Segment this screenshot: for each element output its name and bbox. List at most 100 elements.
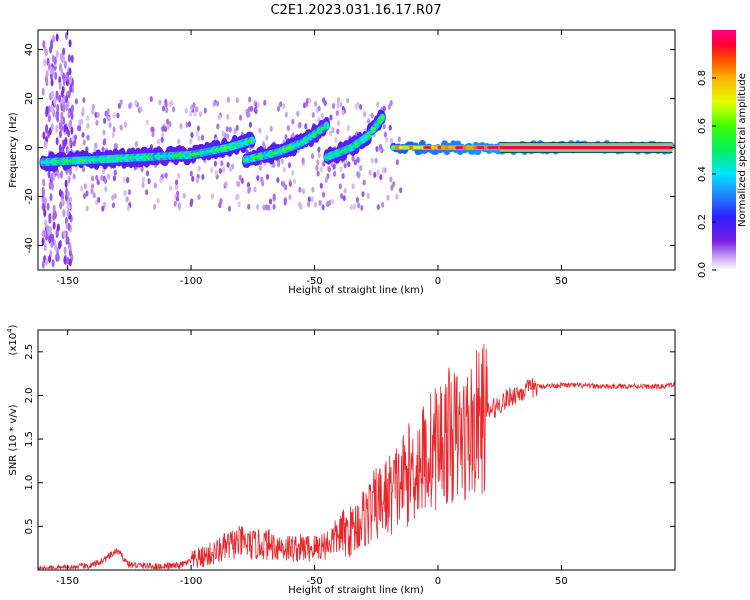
heatmap-cell xyxy=(63,246,67,255)
heatmap-cell xyxy=(101,146,105,153)
heatmap-cell xyxy=(312,132,317,136)
snr-x-tick-label: -100 xyxy=(180,576,203,587)
colorbar-label: Normalized spectral amplitude xyxy=(737,73,748,227)
heatmap-cell xyxy=(113,193,117,200)
heatmap-cell xyxy=(362,179,366,186)
heatmap-cell xyxy=(177,202,181,209)
snr-panel: -150 -100 -50 0 50 0.5 1.0 1.5 2.0 2.5 Height of… xyxy=(6,324,676,596)
heatmap-cell xyxy=(376,204,380,211)
heatmap-cell xyxy=(65,103,69,112)
heatmap-cell xyxy=(282,181,286,188)
heatmap-cell xyxy=(200,134,205,141)
heatmap-cell xyxy=(42,178,46,187)
heatmap-cell xyxy=(379,174,383,181)
heatmap-cell xyxy=(69,84,73,93)
heatmap-cell xyxy=(235,97,239,104)
heatmap-cell xyxy=(113,169,117,176)
heatmap-cell xyxy=(233,128,237,135)
spectrogram-y-tick-label: 40 xyxy=(24,43,35,56)
heatmap-cell xyxy=(448,145,453,150)
heatmap-cell xyxy=(45,70,49,79)
heatmap-cell xyxy=(226,113,230,120)
heatmap-cell xyxy=(191,175,195,182)
heatmap-cell xyxy=(219,198,223,205)
snr-x-tick-label: -150 xyxy=(56,576,79,587)
heatmap-cell xyxy=(112,126,116,133)
heatmap-cell xyxy=(351,155,355,162)
heatmap-cell xyxy=(55,137,59,146)
heatmap-cell xyxy=(441,145,446,150)
heatmap-cell xyxy=(395,193,399,200)
snr-y-tick-label: 2.5 xyxy=(24,344,35,360)
heatmap-cell xyxy=(192,102,196,109)
snr-x-ticks: -150 -100 -50 0 50 xyxy=(56,330,568,587)
colorbar-gradient xyxy=(712,30,736,270)
heatmap-cell xyxy=(80,118,84,125)
heatmap-cell xyxy=(174,184,179,191)
heatmap-cell xyxy=(104,110,108,117)
heatmap-cell xyxy=(357,172,361,179)
heatmap-cell xyxy=(67,54,71,63)
heatmap-cell xyxy=(291,169,295,176)
heatmap-cell xyxy=(145,119,149,126)
heatmap-cell xyxy=(67,203,71,210)
heatmap-cell xyxy=(70,111,74,120)
heatmap-cell xyxy=(301,140,306,144)
heatmap-cell xyxy=(86,114,90,121)
heatmap-cell xyxy=(48,215,52,224)
heatmap-cell xyxy=(165,107,169,114)
heatmap-cell xyxy=(123,190,127,197)
heatmap-cell xyxy=(227,205,232,212)
heatmap-cell xyxy=(62,104,66,113)
heatmap-cell xyxy=(363,136,368,140)
heatmap-cell xyxy=(261,141,266,148)
heatmap-cell xyxy=(291,118,295,125)
heatmap-cell xyxy=(268,198,273,205)
heatmap-cell xyxy=(228,126,232,133)
heatmap-cell xyxy=(43,243,47,252)
heatmap-cell xyxy=(42,40,46,49)
heatmap-cell xyxy=(81,166,86,173)
heatmap-cell xyxy=(317,128,323,132)
snr-plot-frame xyxy=(37,329,676,571)
heatmap-cell xyxy=(168,185,173,192)
heatmap-cell xyxy=(381,201,385,208)
heatmap-cell xyxy=(320,126,326,130)
heatmap-cell xyxy=(329,114,333,121)
heatmap-cell xyxy=(58,81,62,90)
heatmap-cell xyxy=(58,121,62,130)
snr-y-tick-label: 2.0 xyxy=(24,388,35,404)
heatmap-cell xyxy=(490,145,496,150)
heatmap-cell xyxy=(62,47,66,56)
heatmap-cell xyxy=(301,157,305,164)
heatmap-cell xyxy=(216,123,220,130)
heatmap-cell xyxy=(265,173,270,180)
heatmap-cell xyxy=(176,190,180,197)
heatmap-cell xyxy=(322,97,326,104)
heatmap-cell xyxy=(53,97,57,106)
heatmap-cell xyxy=(353,159,357,166)
snr-y-multiplier-prefix: (x10 xyxy=(8,333,19,356)
heatmap-cell xyxy=(55,33,59,42)
heatmap-cell xyxy=(265,134,269,141)
heatmap-cell xyxy=(58,241,62,250)
heatmap-cell xyxy=(63,256,67,265)
spectrogram-y-tick-label: -40 xyxy=(24,237,35,253)
heatmap-cell xyxy=(55,124,59,133)
heatmap-cell xyxy=(444,145,450,150)
heatmap-cell xyxy=(288,181,292,188)
snr-y-tick-label: 1.0 xyxy=(24,475,35,491)
heatmap-cell xyxy=(92,192,96,199)
heatmap-cell xyxy=(80,185,84,192)
heatmap-cell xyxy=(55,90,59,99)
heatmap-cell xyxy=(355,196,360,203)
heatmap-cell xyxy=(359,165,363,172)
heatmap-cell xyxy=(198,111,203,118)
snr-y-multiplier-close: ) xyxy=(8,324,19,328)
heatmap-cell xyxy=(66,256,70,265)
heatmap-cell xyxy=(51,233,55,242)
heatmap-cell xyxy=(351,183,355,190)
heatmap-cell xyxy=(63,124,67,133)
heatmap-cell xyxy=(123,121,128,128)
